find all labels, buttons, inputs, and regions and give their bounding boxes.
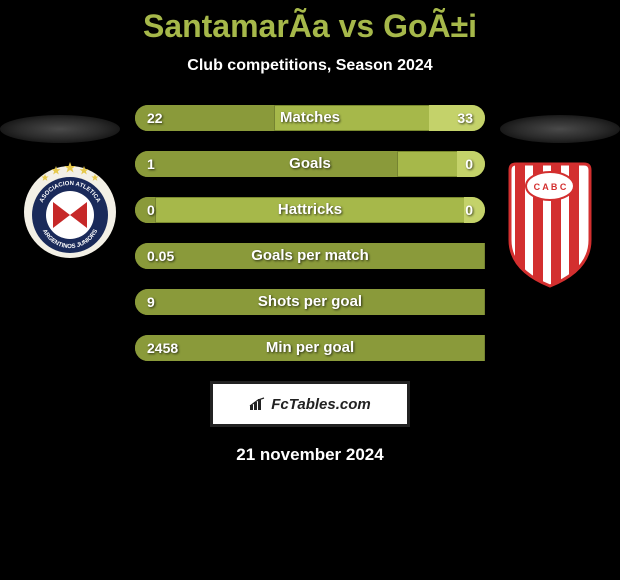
date-label: 21 november 2024 [0, 445, 620, 465]
stat-row: 10Goals [135, 151, 485, 177]
stat-label: Hattricks [135, 197, 485, 223]
stat-row: 0.05Goals per match [135, 243, 485, 269]
team-crest-right: C A B C [500, 160, 600, 290]
comparison-panel: ASOCIACION ATLETICA ARGENTINOS JUNIORS [0, 105, 620, 465]
stats-table: 2233Matches 10Goals 00Hattricks 0.05Goals p… [135, 105, 485, 361]
page-title: SantamarÃ­a vs GoÃ±i [0, 0, 620, 45]
argentinos-juniors-crest-icon: ASOCIACION ATLETICA ARGENTINOS JUNIORS [20, 160, 120, 260]
stat-row: 9Shots per goal [135, 289, 485, 315]
barracas-central-crest-icon: C A B C [500, 160, 600, 290]
chart-icon [249, 397, 267, 411]
stat-label: Goals per match [135, 243, 485, 269]
brand-text: FcTables.com [271, 396, 370, 413]
subtitle: Club competitions, Season 2024 [0, 57, 620, 75]
stat-label: Min per goal [135, 335, 485, 361]
stat-label: Shots per goal [135, 289, 485, 315]
crest-shadow-left [0, 115, 120, 143]
brand-watermark: FcTables.com [210, 381, 410, 427]
stat-label: Goals [135, 151, 485, 177]
crest-shadow-right [500, 115, 620, 143]
stat-row: 2458Min per goal [135, 335, 485, 361]
stat-row: 00Hattricks [135, 197, 485, 223]
team-crest-left: ASOCIACION ATLETICA ARGENTINOS JUNIORS [20, 160, 120, 260]
stat-label: Matches [135, 105, 485, 131]
stat-row: 2233Matches [135, 105, 485, 131]
svg-text:C A B C: C A B C [534, 182, 567, 192]
